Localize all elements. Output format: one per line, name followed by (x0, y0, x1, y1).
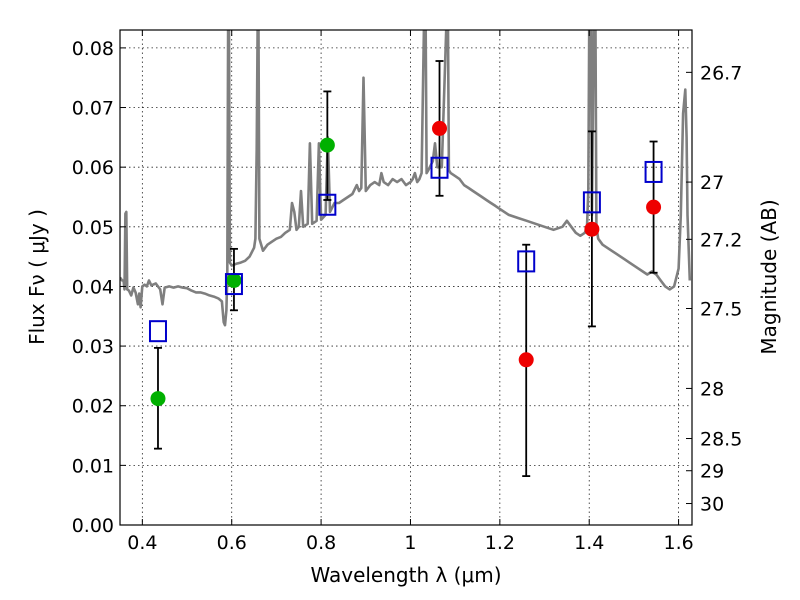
x-tick-label: 1.6 (663, 532, 693, 554)
spectrum-line (120, 30, 692, 327)
observed-point-marker (518, 352, 534, 368)
y-axis-ticks: 0.00 0.01 0.02 0.03 0.04 0.05 0.06 0.07 0.08 (72, 38, 126, 537)
x-tick-label: 0.4 (127, 532, 157, 554)
y2-tick-label: 27.5 (700, 299, 742, 321)
y2-tick-label: 27 (700, 172, 724, 194)
y-tick-label: 0.04 (72, 276, 114, 298)
model-square-marker (644, 160, 663, 183)
y-tick-label: 0.07 (72, 98, 114, 120)
x-tick-label: 0.8 (306, 532, 336, 554)
y-tick-label: 0.08 (72, 38, 114, 60)
observed-point-marker (432, 120, 448, 136)
model-square-marker (148, 320, 167, 343)
spectrum-series (120, 30, 692, 327)
grid-lines (120, 30, 692, 526)
observed-point-marker (646, 199, 662, 215)
y-tick-label: 0.02 (72, 396, 114, 418)
plot-frame (119, 29, 693, 526)
observed-point-marker (584, 221, 600, 237)
model-square-marker (224, 273, 243, 296)
y2-tick-label: 27.2 (700, 229, 742, 251)
model-square-marker (582, 191, 601, 214)
y-tick-label: 0.00 (72, 515, 114, 537)
x-tick-label: 0.6 (217, 532, 247, 554)
model-square-marker (318, 193, 337, 216)
y2-tick-label: 30 (700, 494, 724, 516)
y2-tick-label: 28.5 (700, 429, 742, 451)
model-square-marker (430, 156, 449, 179)
y2-tick-label: 26.7 (700, 62, 742, 84)
y2-axis-title: Magnitude (AB) (757, 199, 781, 354)
x-tick-label: 1.2 (485, 532, 515, 554)
x-tick-label: 1 (404, 532, 416, 554)
model-square-marker (517, 250, 536, 273)
x-axis-ticks: 0.4 0.6 0.8 1 1.2 1.4 1.6 (127, 30, 694, 554)
y-axis-title: Flux Fν ( μJy ) (25, 209, 49, 345)
x-tick-label: 1.4 (574, 532, 604, 554)
observed-points (150, 120, 662, 407)
y-tick-label: 0.06 (72, 157, 114, 179)
x-axis-title: Wavelength λ (μm) (310, 563, 501, 587)
model-points (148, 156, 663, 343)
y2-tick-label: 28 (700, 378, 724, 400)
y-tick-label: 0.03 (72, 336, 114, 358)
observed-point-marker (226, 272, 242, 288)
observed-point-marker (150, 391, 166, 407)
observed-point-marker (319, 137, 335, 153)
y2-axis-ticks: 26.7 27 27.2 27.5 28 28.5 29 30 (686, 62, 742, 516)
plot-area (120, 30, 692, 477)
y-tick-label: 0.01 (72, 455, 114, 477)
y-tick-label: 0.05 (72, 217, 114, 239)
y2-tick-label: 29 (700, 461, 724, 483)
